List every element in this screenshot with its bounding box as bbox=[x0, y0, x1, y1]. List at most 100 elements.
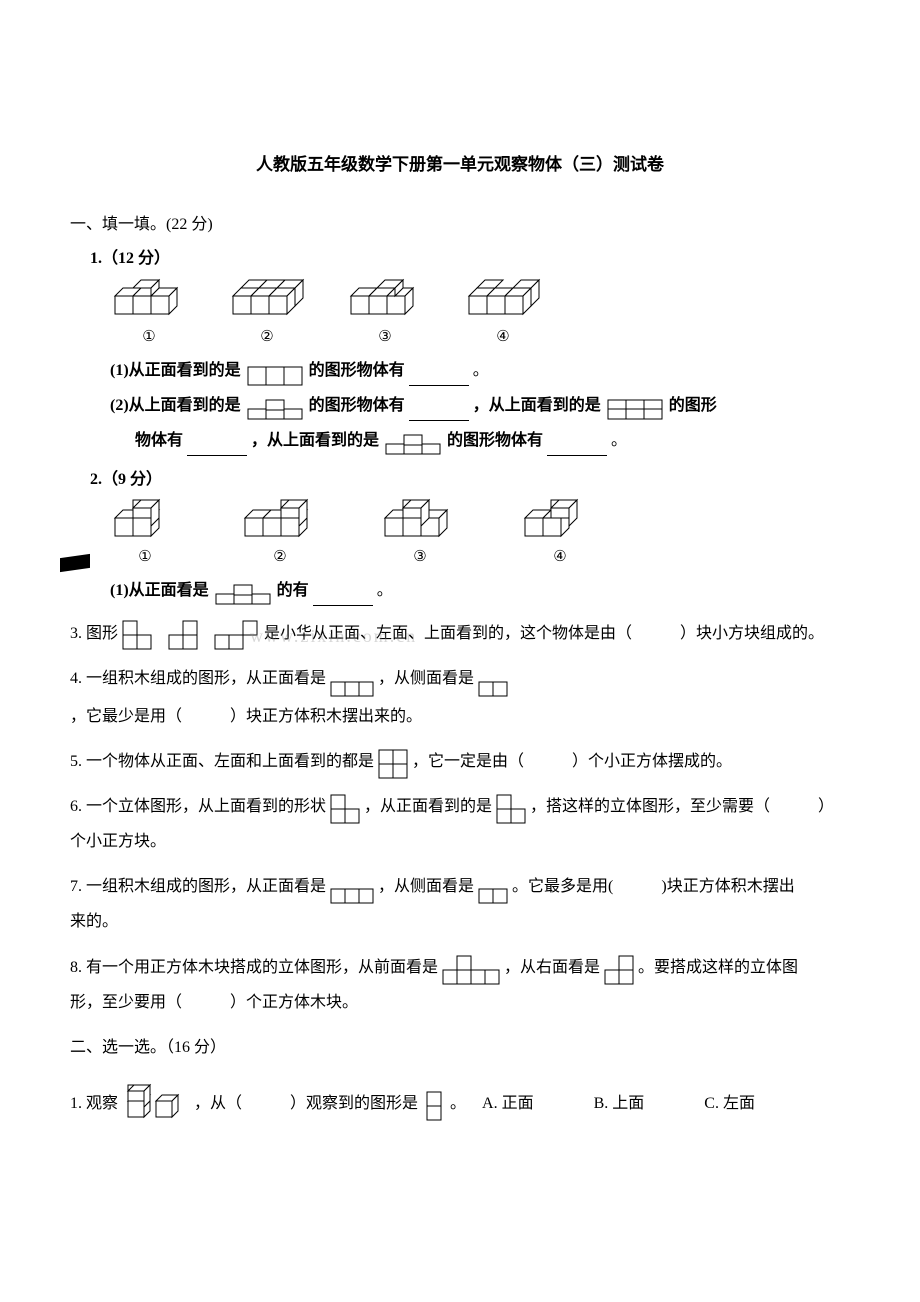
square2x2-icon bbox=[378, 749, 408, 779]
grid-icon bbox=[214, 619, 260, 651]
option-b[interactable]: B. 上面 bbox=[594, 1086, 645, 1121]
shape-icon bbox=[604, 955, 634, 985]
cubes-icon bbox=[520, 498, 600, 540]
grid-icon bbox=[168, 619, 208, 651]
q1-cubes-row: ① ② ③ bbox=[110, 278, 850, 351]
grid-icon bbox=[385, 434, 441, 456]
cubes-icon bbox=[380, 498, 460, 540]
label: ，从上面看到的是 bbox=[473, 392, 601, 421]
q1-header: 1.（12 分） bbox=[90, 245, 850, 274]
q7-text-d: 来的。 bbox=[70, 904, 850, 939]
flat-3-icon bbox=[330, 681, 374, 697]
question-3: 3. 图形 是小华从正面、左面、上面看到的，这个物体是由（ ）块小方块组成的。 bbox=[70, 616, 850, 651]
q4-text-b: ，从侧面看是 bbox=[378, 661, 474, 696]
cubes-icon bbox=[464, 278, 542, 320]
question-2: 2.（9 分） ① ② bbox=[90, 466, 850, 607]
question-6: 6. 一个立体图形，从上面看到的形状 ，从正面看到的是 ，搭这样的立体图形，至少… bbox=[70, 789, 850, 859]
cubes-icon bbox=[110, 498, 180, 540]
cube-group-3: ③ bbox=[346, 278, 424, 351]
q8-text-d: 形，至少要用（ ）个正方体木块。 bbox=[70, 985, 850, 1020]
q6-text-a: 6. 一个立体图形，从上面看到的形状 bbox=[70, 789, 326, 824]
q7-text-b: ，从侧面看是 bbox=[378, 869, 474, 904]
q3-text-a: 3. 图形 bbox=[70, 616, 118, 651]
cube-label-1: ① bbox=[142, 324, 155, 351]
q7-text-a: 7. 一组积木组成的图形，从正面看是 bbox=[70, 869, 326, 904]
label: 的有 bbox=[277, 577, 309, 606]
cubes-icon bbox=[110, 278, 188, 320]
question-5: 5. 一个物体从正面、左面和上面看到的都是 ，它一定是由（ ）个小正方体摆成的。 bbox=[70, 744, 850, 779]
flat-2-icon bbox=[478, 888, 508, 904]
mc1-text-a: 1. 观察 bbox=[70, 1086, 118, 1121]
question-7: 7. 一组积木组成的图形，从正面看是 ，从侧面看是 。它最多是用( )块正方体积… bbox=[70, 869, 850, 939]
cube-label-4: ④ bbox=[553, 544, 566, 571]
cube-label-4: ④ bbox=[496, 324, 509, 351]
mc-question-1: 1. 观察 ，从（ ）观察到的图形是 。 A. 正面 B. 上面 C. 左面 bbox=[70, 1083, 850, 1121]
page-title: 人教版五年级数学下册第一单元观察物体（三）测试卷 bbox=[70, 150, 850, 181]
label: 的图形物体有 bbox=[447, 427, 543, 456]
cube-group-2: ② bbox=[240, 498, 320, 571]
q8-text-a: 8. 有一个用正方体木块搭成的立体图形，从前面看是 bbox=[70, 950, 438, 985]
cube-pair-icon bbox=[126, 1083, 186, 1121]
period: 。 bbox=[473, 357, 489, 386]
cube-group-1: ① bbox=[110, 278, 188, 351]
redaction-mark bbox=[60, 554, 90, 572]
q6-text-b: ，从正面看到的是 bbox=[364, 789, 492, 824]
mc1-text-c: 。 bbox=[450, 1086, 466, 1121]
grid-icon bbox=[607, 399, 663, 421]
cube-label-2: ② bbox=[260, 324, 273, 351]
cubes-icon bbox=[346, 278, 424, 320]
section-2-header: 二、选一选。（16 分） bbox=[70, 1034, 850, 1063]
l2-icon bbox=[496, 794, 526, 824]
cube-group-3: ③ bbox=[380, 498, 460, 571]
cube-group-1: ① bbox=[110, 498, 180, 571]
question-8: 8. 有一个用正方体木块搭成的立体图形，从前面看是 ，从右面看是 。要搭成这样的… bbox=[70, 950, 850, 1020]
cube-label-3: ③ bbox=[378, 324, 391, 351]
mc1-text-b: ，从（ ）观察到的图形是 bbox=[194, 1086, 418, 1121]
label: (1)从正面看是 bbox=[110, 577, 209, 606]
grid-icon bbox=[215, 584, 271, 606]
q1-sub2-cont: 物体有 ，从上面看到的是 的图形物体有 。 bbox=[135, 427, 850, 456]
option-a[interactable]: A. 正面 bbox=[482, 1086, 534, 1121]
q4-text-a: 4. 一组积木组成的图形，从正面看是 bbox=[70, 661, 326, 696]
q8-text-b: ，从右面看是 bbox=[504, 950, 600, 985]
q8-text-c: 。要搭成这样的立体图 bbox=[638, 950, 798, 985]
period: 。 bbox=[377, 577, 393, 606]
flat-3-icon bbox=[330, 888, 374, 904]
label: (2)从上面看到的是 bbox=[110, 392, 241, 421]
q2-cubes-row: ① ② ③ bbox=[110, 498, 850, 571]
question-4: 4. 一组积木组成的图形，从正面看是 ，从侧面看是 ，它最少是用（ ）块正方体积… bbox=[70, 661, 850, 733]
label: 物体有 bbox=[135, 427, 183, 456]
grid-icon bbox=[247, 399, 303, 421]
q2-header: 2.（9 分） bbox=[90, 466, 850, 495]
label: 的图形 bbox=[669, 392, 717, 421]
label: 的图形物体有 bbox=[309, 357, 405, 386]
l2-icon bbox=[330, 794, 360, 824]
grid-icon bbox=[122, 619, 162, 651]
q4-text-c: ，它最少是用（ ）块正方体积木摆出来的。 bbox=[70, 699, 422, 734]
label: (1)从正面看到的是 bbox=[110, 357, 241, 386]
q6-text-d: 个小正方块。 bbox=[70, 824, 850, 859]
fill-blank[interactable] bbox=[547, 438, 607, 456]
cube-group-4: ④ bbox=[464, 278, 542, 351]
option-c[interactable]: C. 左面 bbox=[704, 1086, 755, 1121]
section-1-header: 一、填一填。(22 分) bbox=[70, 211, 850, 240]
cubes-icon bbox=[228, 278, 306, 320]
q6-text-c: ，搭这样的立体图形，至少需要（ ） bbox=[530, 789, 834, 824]
q1-sub1: (1)从正面看到的是 的图形物体有 。 bbox=[110, 357, 850, 386]
q5-text-a: 5. 一个物体从正面、左面和上面看到的都是 bbox=[70, 744, 374, 779]
fill-blank[interactable] bbox=[187, 438, 247, 456]
flat-3-icon bbox=[247, 366, 303, 386]
fill-blank[interactable] bbox=[409, 368, 469, 386]
q7-text-c: 。它最多是用( )块正方体积木摆出 bbox=[512, 869, 795, 904]
q3-text-b: 是小华从正面、左面、上面看到的，这个物体是由（ ）块小方块组成的。 bbox=[264, 616, 824, 651]
flat-2-icon bbox=[478, 681, 508, 697]
vertical-2-icon bbox=[426, 1091, 442, 1121]
fill-blank[interactable] bbox=[313, 588, 373, 606]
q2-sub1: (1)从正面看是 的有 。 bbox=[110, 577, 850, 606]
cube-group-4: ④ bbox=[520, 498, 600, 571]
fill-blank[interactable] bbox=[409, 403, 469, 421]
label: ，从上面看到的是 bbox=[251, 427, 379, 456]
cube-label-1: ① bbox=[138, 544, 151, 571]
question-1: 1.（12 分） ① bbox=[90, 245, 850, 455]
shape-icon bbox=[442, 955, 500, 985]
